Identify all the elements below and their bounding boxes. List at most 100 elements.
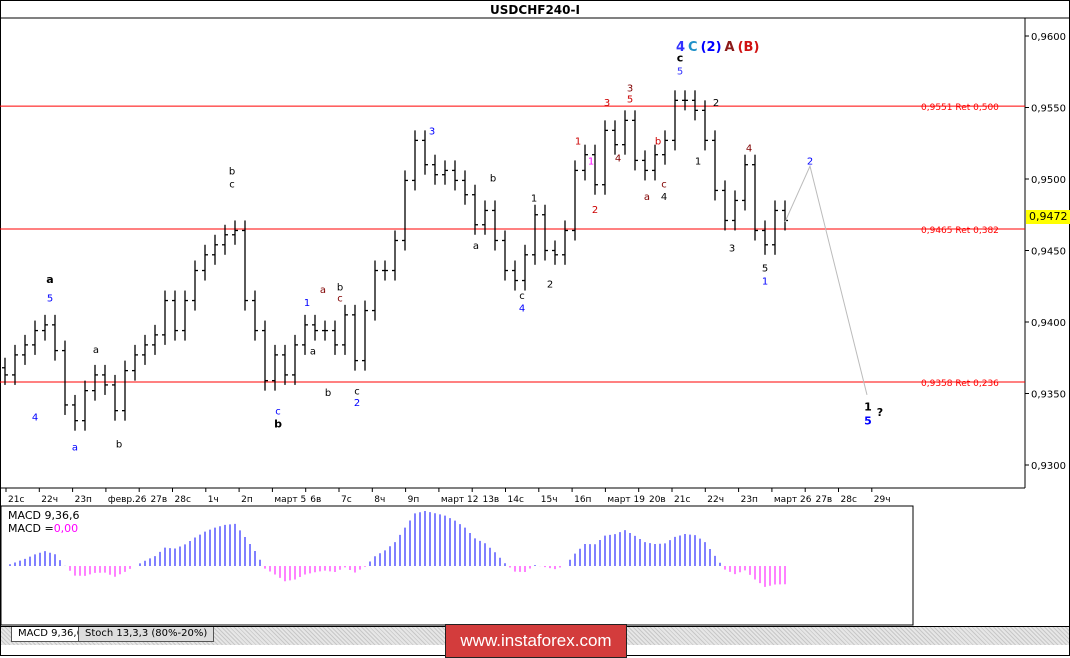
y-tick-label: 0,9350 — [1031, 390, 1066, 401]
x-tick-label: 21с — [8, 495, 24, 505]
wave-label: 1 — [304, 298, 310, 309]
chart-title: USDCHF240-I — [490, 3, 580, 17]
y-tick-label: 0,9500 — [1031, 175, 1066, 186]
y-tick-label: 0,9300 — [1031, 461, 1066, 472]
x-tick-label: 6в — [310, 495, 321, 505]
price-bars — [2, 90, 788, 431]
price-bar — [272, 344, 278, 391]
price-bar — [732, 190, 738, 231]
price-bar — [332, 320, 338, 355]
wave-label: ? — [877, 406, 883, 419]
x-tick-label: 21с — [674, 495, 690, 505]
price-bar — [372, 260, 378, 321]
price-bar — [22, 334, 28, 365]
price-bar — [492, 200, 498, 251]
wave-label: 1 — [864, 400, 872, 413]
price-bar — [482, 200, 488, 235]
wave-label: c — [677, 51, 684, 64]
wave-label: a — [644, 192, 650, 203]
price-bar — [682, 90, 688, 111]
wave-header-label: (B) — [738, 40, 760, 55]
current-price-badge: 0,9472 — [1026, 210, 1070, 224]
macd-value-prefix: MACD = — [8, 522, 54, 535]
wave-label: a — [473, 241, 479, 252]
x-tick-label: 7с — [341, 495, 352, 505]
price-bar — [752, 154, 758, 241]
macd-panel-border — [0, 505, 914, 626]
price-bar — [782, 200, 788, 231]
wave-label: 2 — [713, 98, 719, 109]
wave-label: 3 — [729, 244, 735, 255]
wave-label: 1 — [531, 194, 537, 205]
price-bar — [192, 260, 198, 311]
wave-label: 5 — [864, 415, 872, 428]
wave-label: 4 — [746, 144, 752, 155]
wave-label: c — [354, 387, 360, 398]
forecast — [784, 164, 868, 396]
x-tick-label: 15ч — [541, 495, 558, 505]
x-tick-label: 14с — [508, 495, 524, 505]
price-bar — [562, 220, 568, 265]
price-bar — [772, 200, 778, 255]
x-tick-label: 23п — [741, 495, 758, 505]
retracement-label: 0,9551 Ret 0,500 — [921, 103, 999, 113]
macd-histogram — [9, 511, 786, 587]
x-tick-label: 8ч — [374, 495, 385, 505]
price-bar — [452, 160, 458, 191]
wave-label: c — [519, 291, 525, 302]
price-bar — [2, 357, 8, 385]
price-bar — [72, 394, 78, 431]
price-bar — [422, 130, 428, 175]
price-bar — [182, 290, 188, 341]
x-tick-label: 22ч — [707, 495, 724, 505]
price-bar — [632, 110, 638, 171]
wave-label: 1 — [575, 136, 581, 147]
wave-label: 3 — [627, 83, 633, 94]
price-bar — [12, 344, 18, 385]
wave-label: 1 — [762, 277, 768, 288]
price-bar — [202, 244, 208, 281]
forecast-path — [784, 164, 868, 396]
wave-label: 4 — [519, 304, 525, 315]
wave-label: a — [93, 345, 99, 356]
wave-label: a — [46, 273, 53, 286]
price-bar — [692, 90, 698, 121]
price-bar — [582, 144, 588, 181]
price-bar — [342, 304, 348, 355]
macd-value: 0,00 — [53, 522, 79, 535]
price-bar — [392, 230, 398, 281]
price-bar — [702, 100, 708, 151]
price-bar — [592, 144, 598, 195]
y-axis: 0,9600 0,9550 0,9500 0,9450 0,9400 0,9350 0,93… — [1025, 32, 1066, 472]
wave-label: b — [274, 418, 282, 431]
x-tick-label: 13в — [482, 495, 499, 505]
wave-header-label: 4 — [676, 40, 685, 55]
x-tick-label: 29ч — [874, 495, 891, 505]
price-bar — [722, 180, 728, 231]
wave-label: a — [72, 442, 78, 453]
wave-label: b — [337, 282, 343, 293]
retracement-levels: 0,9551 Ret 0,500 0,9465 Ret 0,382 0,9358 R… — [0, 103, 1025, 389]
x-axis: 21с 22ч 23п февр.26 27в 28с 1ч 2п март 5 6в 7с 8ч 9п… — [5, 488, 891, 505]
wave-label: b — [229, 166, 235, 177]
price-bar — [762, 220, 768, 255]
price-bar — [362, 300, 368, 371]
wave-label: c — [661, 179, 667, 190]
wave-label: 2 — [547, 279, 553, 290]
price-bar — [522, 244, 528, 291]
x-tick-label: 27в — [150, 495, 167, 505]
wave-label: 4 — [32, 412, 38, 423]
price-bar — [602, 120, 608, 195]
price-bar — [212, 234, 218, 265]
x-tick-label: 2п — [241, 495, 253, 505]
tab-stoch[interactable]: Stoch 13,3,3 (80%-20%) — [78, 627, 215, 642]
price-bar — [642, 150, 648, 181]
price-bar — [112, 374, 118, 421]
wave-label: 2 — [354, 398, 360, 409]
wave-label: b — [116, 440, 122, 451]
macd-value-label: MACD =0,00 — [8, 522, 78, 535]
wave-label: c — [337, 294, 343, 305]
x-tick-label: 27в — [815, 495, 832, 505]
